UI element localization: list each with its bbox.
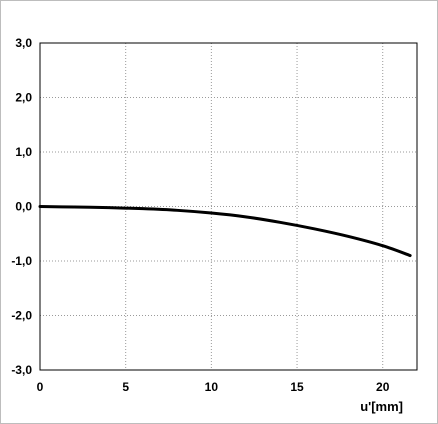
data-line-series <box>38 205 412 258</box>
x-tick-label: 20 <box>376 380 390 394</box>
x-axis-title: u'[mm] <box>360 399 403 414</box>
y-tick-label: -2,0 <box>11 309 32 323</box>
grid-lines <box>40 43 417 370</box>
x-tick-label: 0 <box>37 380 44 394</box>
tick-labels: 0 5 10 15 20 3,0 2,0 1,0 0,0 -1,0 -2,0 -3,0 <box>11 36 389 394</box>
y-tick-label: 1,0 <box>15 145 32 159</box>
x-tick-label: 10 <box>205 380 219 394</box>
y-tick-label: 3,0 <box>15 36 32 50</box>
y-tick-label: -3,0 <box>11 363 32 377</box>
x-tick-label: 15 <box>290 380 304 394</box>
y-tick-label: 2,0 <box>15 91 32 105</box>
y-tick-label: -1,0 <box>11 254 32 268</box>
y-tick-label: 0,0 <box>15 200 32 214</box>
x-tick-label: 5 <box>122 380 129 394</box>
